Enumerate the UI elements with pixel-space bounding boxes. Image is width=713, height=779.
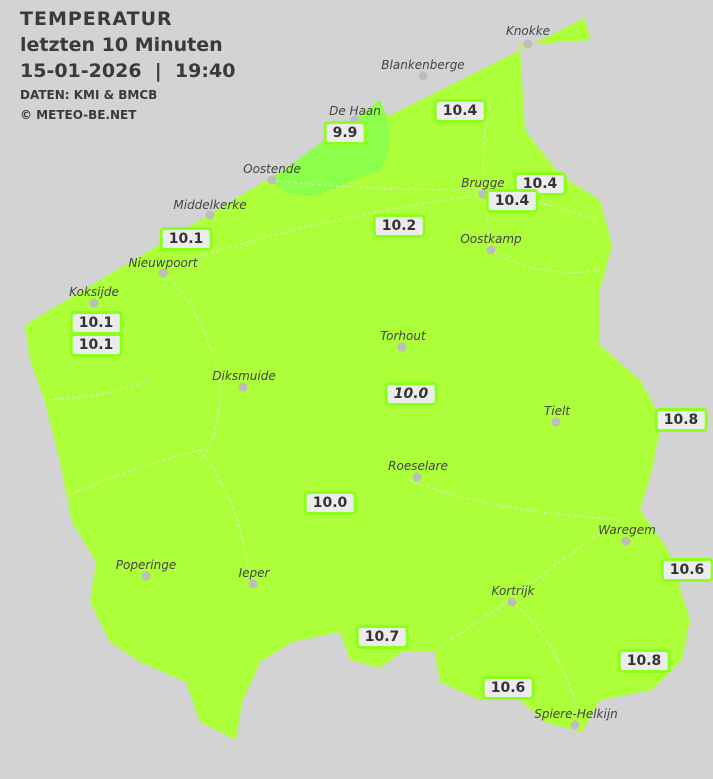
city-dot [507,597,517,607]
station-reading[interactable]: 10.6 [481,676,535,700]
city-label: Oostkamp [460,232,522,246]
city-label: Diksmuide [212,369,276,383]
station-reading[interactable]: 10.7 [355,625,409,649]
city-label: Spiere-Helkijn [534,707,618,721]
station-reading[interactable]: 10.0 [384,382,438,406]
city-dot [523,39,533,49]
city-label: Blankenberge [381,58,465,72]
city-dot [551,417,561,427]
station-reading[interactable]: 10.1 [69,311,123,335]
city-dot [412,472,422,482]
city-label: Poperinge [115,558,177,572]
station-reading[interactable]: 10.4 [485,189,539,213]
city-label: Waregem [598,523,656,537]
station-reading[interactable]: 10.8 [617,649,671,673]
station-reading[interactable]: 10.4 [513,172,567,196]
station-reading[interactable]: 10.8 [654,408,708,432]
city-dot [570,720,580,730]
station-reading[interactable]: 10.1 [159,227,213,251]
road-lines [29,99,621,721]
data-source: DATEN: KMI & BMCB [20,88,158,102]
city-label: Koksijde [69,285,119,299]
city-label: Tielt [543,404,571,418]
copyright: © METEO-BE.NET [20,108,137,122]
city-label: Brugge [461,176,505,190]
city-dot [621,536,631,546]
city-dot [158,268,168,278]
city-label: Torhout [380,329,426,343]
city-label: Oostende [243,162,301,176]
city-dot [248,579,258,589]
station-reading[interactable]: 9.9 [323,121,367,145]
map-subtitle: letzten 10 Minuten [20,34,223,56]
city-label: Nieuwpoort [128,256,198,270]
city-dot [89,298,99,308]
city-label: Ieper [238,566,270,580]
city-label: Kortrijk [491,584,535,598]
city-label: Roeselare [388,459,448,473]
station-reading[interactable]: 10.2 [372,214,426,238]
station-reading[interactable]: 10.0 [303,491,357,515]
city-label: Knokke [505,24,551,38]
map-datetime: 15-01-2026 | 19:40 [20,60,236,82]
city-dot [397,342,407,352]
station-reading[interactable]: 10.1 [69,333,123,357]
city-dot [418,71,428,81]
city-dot [205,210,215,220]
city-label: De Haan [329,104,381,118]
city-dot [267,175,277,185]
map-title: TEMPERATUR [20,8,173,30]
city-label: Middelkerke [173,198,247,212]
city-dot [486,245,496,255]
city-dot [350,115,360,125]
city-dot [141,571,151,581]
station-reading[interactable]: 10.4 [433,99,487,123]
city-dot [478,189,488,199]
city-dot [238,382,248,392]
station-reading[interactable]: 10.6 [660,558,713,582]
